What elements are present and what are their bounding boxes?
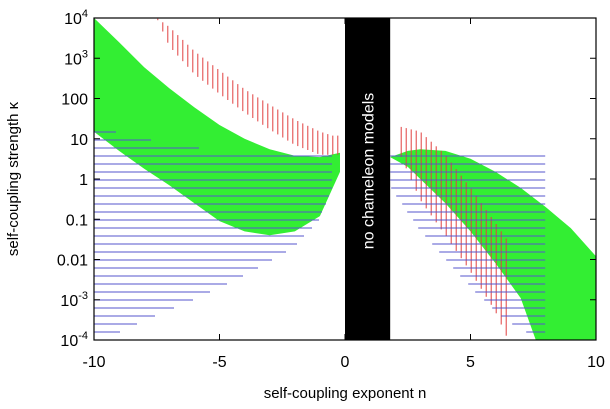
series-horizontal-hatch-region-1 xyxy=(390,155,546,333)
y-tick-base: 10 xyxy=(60,293,78,310)
series-horizontal-hatch-region-0 xyxy=(94,131,332,333)
y-axis-label: self-coupling strength κ xyxy=(5,101,22,256)
y-tick-base: 0.01 xyxy=(57,253,88,270)
x-tick-label: 10 xyxy=(587,354,605,371)
y-tick-label: 1 xyxy=(79,172,88,189)
y-tick-base: 10 xyxy=(70,132,88,149)
no-chameleon-label: no chameleon models xyxy=(361,93,378,250)
series-solid-fill-region-0 xyxy=(94,18,340,236)
plot-regions xyxy=(94,18,596,340)
y-tick-label: 10-4 xyxy=(60,330,88,350)
y-tick-exponent: -4 xyxy=(78,330,88,342)
y-tick-base: 10 xyxy=(64,51,82,68)
x-axis-label: self-coupling exponent n xyxy=(264,385,427,402)
x-tick-label: 0 xyxy=(341,354,350,371)
y-tick-label: 100 xyxy=(61,92,88,109)
y-tick-base: 10 xyxy=(64,11,82,28)
y-tick-exponent: 3 xyxy=(82,48,88,60)
y-tick-label: 103 xyxy=(64,48,88,68)
no-chameleon-band xyxy=(345,18,391,340)
series-vertical-hatch-region-0 xyxy=(157,18,339,155)
y-tick-base: 1 xyxy=(79,172,88,189)
y-tick-base: 10 xyxy=(60,333,78,350)
y-tick-base: 100 xyxy=(61,92,88,109)
y-tick-exponent: 4 xyxy=(82,8,88,20)
x-tick-label: -5 xyxy=(212,354,226,371)
x-tick-label: 5 xyxy=(466,354,475,371)
y-tick-base: 0.1 xyxy=(66,212,88,229)
x-tick-label: -10 xyxy=(82,354,105,371)
y-tick-label: 0.01 xyxy=(57,253,88,270)
solid-region-shape xyxy=(94,18,340,236)
y-tick-label: 0.1 xyxy=(66,212,88,229)
y-tick-label: 104 xyxy=(64,8,88,28)
y-tick-label: 10 xyxy=(70,132,88,149)
y-tick-label: 10-3 xyxy=(60,290,88,310)
y-tick-exponent: -3 xyxy=(78,290,88,302)
